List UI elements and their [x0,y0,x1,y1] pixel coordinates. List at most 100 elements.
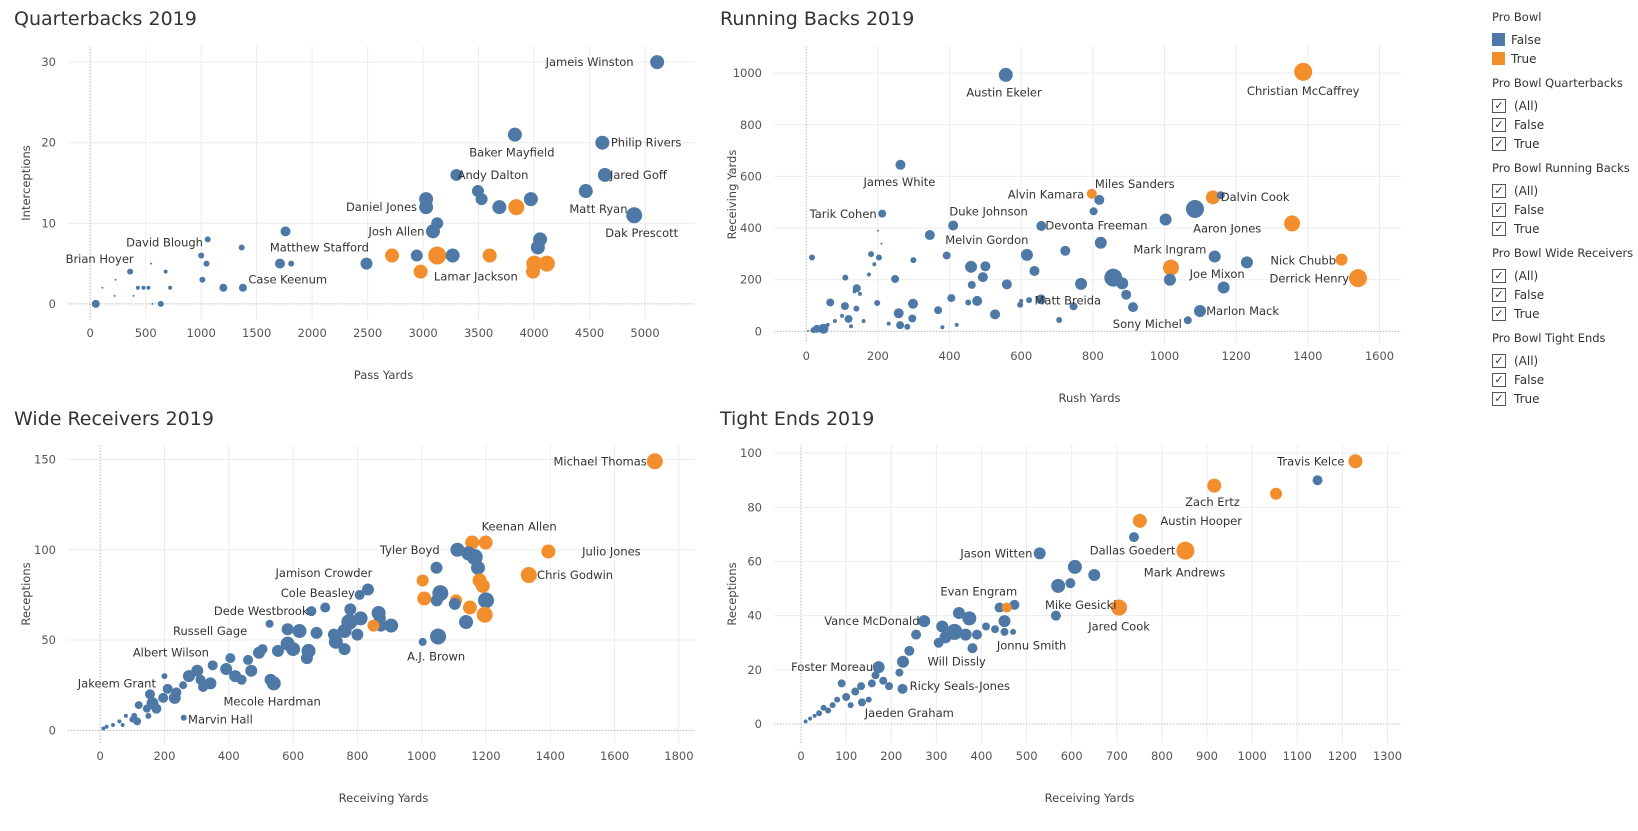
x-tick-label: 600 [1010,349,1032,363]
data-point-pro-bowl [520,567,537,584]
filter-option-label: (All) [1514,183,1539,198]
data-point [459,614,474,629]
data-point [292,624,307,639]
checkbox-checked-icon[interactable]: ✓ [1492,306,1506,321]
filter-option-all[interactable]: ✓ (All) [1492,266,1638,285]
filter-pro-bowl-wide-receivers: Pro Bowl Wide Receivers ✓ (All) ✓ False ✓ T… [1492,246,1638,323]
data-point-pro-bowl [1111,599,1128,616]
data-point [327,628,340,641]
x-tick-label: 1100 [1283,749,1312,763]
data-point [818,323,829,334]
x-tick-label: 500 [1016,749,1038,763]
x-tick-label: 800 [1082,349,1104,363]
data-point [431,217,444,230]
data-point [1183,316,1192,325]
x-tick-label: 100 [835,749,857,763]
filter-option-false[interactable]: ✓ False [1492,370,1638,389]
filter-option-true[interactable]: ✓ True [1492,304,1638,323]
data-point [936,620,949,633]
checkbox-checked-icon[interactable]: ✓ [1492,136,1506,151]
data-point-pro-bowl [413,264,428,279]
data-point [127,268,134,275]
filter-option-true[interactable]: ✓ True [1492,389,1638,408]
data-point [871,671,880,680]
data-label: Matthew Stafford [270,240,369,254]
data-point [911,629,922,640]
filter-option-label: True [1514,306,1540,321]
filter-option-false[interactable]: ✓ False [1492,285,1638,304]
data-point [868,251,875,258]
filter-option-all[interactable]: ✓ (All) [1492,181,1638,200]
checkbox-checked-icon[interactable]: ✓ [1492,221,1506,236]
data-point [1208,250,1221,263]
data-label: A.J. Brown [407,649,465,663]
checkbox-checked-icon[interactable]: ✓ [1492,202,1506,217]
filter-option-true[interactable]: ✓ True [1492,219,1638,238]
data-point [236,674,247,685]
legend-item-false[interactable]: False [1492,30,1638,49]
data-point [475,193,488,206]
y-tick-label: 0 [755,717,762,731]
filter-option-false[interactable]: ✓ False [1492,115,1638,134]
data-point [1067,559,1082,574]
data-point-pro-bowl [646,453,663,470]
data-point [865,696,872,703]
data-point [1194,304,1207,317]
data-point [264,673,277,686]
data-label: Dede Westbrook [214,604,309,618]
checkbox-checked-icon[interactable]: ✓ [1492,117,1506,132]
checkbox-checked-icon[interactable]: ✓ [1492,372,1506,387]
data-point-pro-bowl [525,264,540,279]
data-point-pro-bowl [478,535,493,550]
filter-option-true[interactable]: ✓ True [1492,134,1638,153]
x-tick-label: 1000 [407,749,436,763]
data-point [320,602,331,613]
data-point [1009,599,1020,610]
filter-option-label: False [1514,202,1545,217]
checkbox-checked-icon[interactable]: ✓ [1492,268,1506,283]
data-label: Tarik Cohen [809,207,877,221]
data-point [872,661,885,674]
data-point-pro-bowl [1001,602,1012,613]
checkbox-checked-icon[interactable]: ✓ [1492,287,1506,302]
data-point [885,682,894,691]
data-point [419,200,434,215]
data-point-pro-bowl [462,600,477,615]
filter-title: Pro Bowl Running Backs [1492,161,1630,175]
checkbox-checked-icon[interactable]: ✓ [1492,98,1506,113]
x-tick-label: 1200 [471,749,500,763]
checkbox-checked-icon[interactable]: ✓ [1492,391,1506,406]
data-point [924,230,935,241]
filter-option-all[interactable]: ✓ (All) [1492,351,1638,370]
data-point [360,257,373,270]
data-point [1163,273,1176,286]
data-label: Ricky Seals-Jones [910,679,1010,693]
data-point [1056,317,1063,324]
data-point [207,660,218,671]
data-label: Jared Cook [1087,620,1150,634]
data-point [994,602,1005,613]
data-label: Jonnu Smith [996,638,1066,652]
quarterbacks-scatter-plot: 0 500 1000 1500 2000 2500 3000 3500 4000 4500 5000… [19,46,695,382]
data-point [867,679,876,688]
legend-item-true[interactable]: True [1492,49,1638,68]
data-point [895,668,904,677]
y-tick-label: 100 [740,446,762,460]
data-point [998,615,1011,628]
checkbox-checked-icon[interactable]: ✓ [1492,353,1506,368]
data-point [650,55,665,70]
filter-option-false[interactable]: ✓ False [1492,200,1638,219]
data-point [113,294,116,297]
data-label: Case Keenum [248,273,327,287]
data-point [1088,569,1101,582]
wide-receivers-scatter-plot: 0 200 400 600 800 1000 1200 1400 1600 1800 0 50 100 1… [19,445,695,805]
data-point [288,260,295,267]
y-axis-label: Receiving Yards [725,150,739,240]
filter-option-all[interactable]: ✓ (All) [1492,96,1638,115]
data-label: Russell Gage [173,624,247,638]
data-point [829,702,836,709]
data-point-pro-bowl [1162,259,1179,276]
data-point [1094,236,1107,249]
checkbox-checked-icon[interactable]: ✓ [1492,183,1506,198]
x-tick-label: 900 [1196,749,1218,763]
